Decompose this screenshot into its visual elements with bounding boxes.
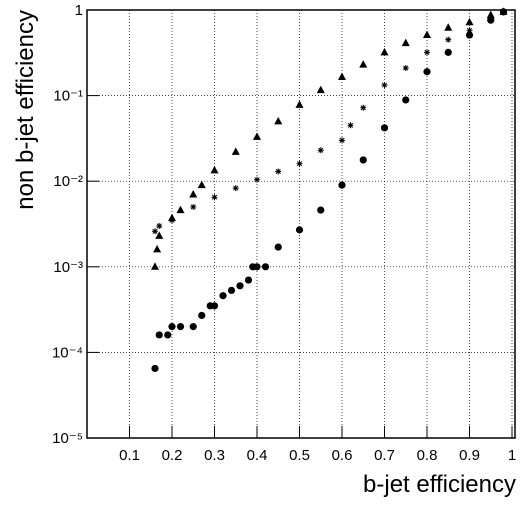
x-tick-label: 0.1 [119, 447, 140, 464]
triangle-marker [465, 17, 474, 26]
circle-marker [198, 311, 206, 320]
star-marker [466, 27, 473, 34]
triangle-marker [197, 180, 206, 189]
circle-marker [338, 181, 346, 189]
star-marker [317, 147, 324, 154]
star-marker [211, 194, 218, 201]
star-marker [347, 122, 354, 129]
triangle-marker [444, 23, 453, 31]
circle-marker [465, 31, 474, 39]
triangle-marker [338, 72, 346, 80]
circle-marker [189, 323, 197, 331]
x-tick-label: 0.9 [459, 447, 480, 464]
star-marker [424, 49, 430, 56]
triangle-marker [274, 116, 283, 125]
x-tick-label: 0.2 [162, 447, 183, 464]
y-tick-label: 1 [75, 2, 83, 19]
y-tick-label: 10⁻¹ [53, 88, 83, 105]
circle-marker [274, 243, 282, 251]
star-marker [381, 81, 388, 88]
circle-marker [499, 8, 508, 16]
y-tick-label: 10⁻³ [53, 259, 83, 276]
triangle-marker [316, 85, 325, 94]
triangle-marker [231, 147, 240, 155]
circle-marker [317, 206, 325, 214]
star-marker [190, 203, 197, 210]
circle-marker [253, 263, 261, 271]
circle-marker [168, 323, 176, 331]
star-marker [169, 217, 175, 224]
star-marker [156, 222, 163, 229]
x-tick-label: 1 [508, 447, 516, 464]
circle-marker [423, 68, 431, 76]
circle-marker [227, 286, 236, 295]
star-marker [445, 36, 452, 43]
circle-marker [151, 364, 159, 373]
circle-marker [380, 124, 389, 132]
triangle-marker [176, 205, 185, 214]
triangle-marker [380, 47, 389, 56]
circle-marker [236, 282, 244, 290]
circle-marker [359, 156, 367, 164]
triangle-marker [253, 132, 261, 140]
circle-marker [210, 302, 219, 310]
circle-marker [487, 16, 495, 24]
star-marker [296, 160, 303, 167]
triangle-marker [359, 60, 368, 68]
x-tick-label: 0.5 [289, 447, 310, 464]
star-marker [254, 176, 260, 183]
circle-marker [444, 48, 452, 56]
triangle-marker [151, 262, 159, 270]
star-marker [339, 137, 345, 144]
x-tick-label: 0.7 [374, 447, 395, 464]
circle-marker [219, 292, 227, 300]
y-tick-label: 10⁻² [53, 173, 83, 190]
triangle-marker [189, 189, 198, 198]
x-tick-label: 0.3 [204, 447, 225, 464]
y-tick-label: 10⁻⁴ [52, 344, 83, 361]
star-marker [360, 104, 367, 111]
star-marker [402, 65, 409, 72]
triangle-marker [155, 231, 164, 239]
star-marker [152, 228, 158, 235]
plot-frame [86, 9, 516, 439]
triangle-marker [295, 100, 304, 108]
y-axis-title: non b-jet efficiency [12, 10, 39, 210]
circle-marker [155, 331, 163, 339]
circle-marker [295, 226, 304, 234]
star-marker [275, 168, 282, 175]
y-tick-label: 10⁻⁵ [52, 430, 83, 447]
circle-marker [261, 263, 270, 271]
circle-marker [176, 323, 185, 331]
circle-marker [244, 276, 253, 284]
triangle-marker [401, 38, 410, 47]
triangle-marker [210, 165, 219, 174]
circle-marker [164, 331, 172, 339]
star-marker [232, 185, 239, 192]
x-tick-label: 0.4 [247, 447, 268, 464]
x-tick-label: 0.6 [332, 447, 353, 464]
x-axis-title: b-jet efficiency [363, 471, 516, 498]
x-tick-label: 0.8 [417, 447, 438, 464]
triangle-marker [423, 30, 431, 39]
circle-marker [402, 96, 410, 104]
triangle-marker [153, 244, 162, 253]
